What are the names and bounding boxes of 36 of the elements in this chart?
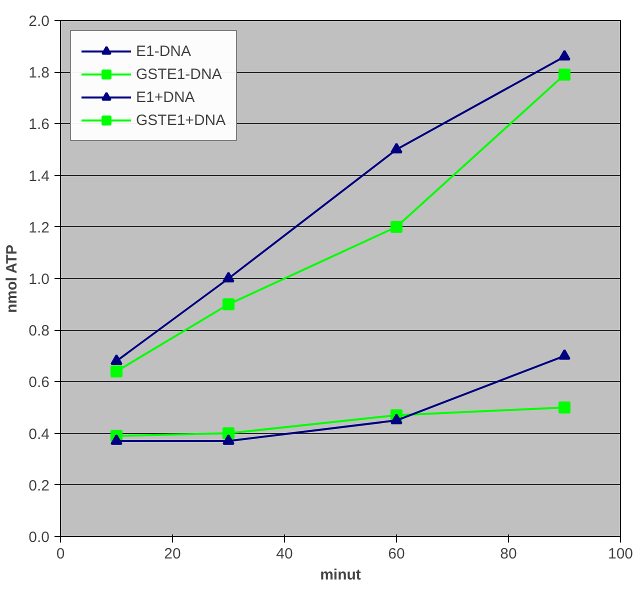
y-tick-label: 1.6 (28, 116, 50, 134)
legend-label: E1+DNA (136, 88, 195, 106)
x-tick-label: 0 (56, 546, 65, 562)
point (390, 142, 402, 154)
legend-label: E1-DNA (136, 42, 192, 60)
point (222, 272, 234, 282)
point (222, 298, 234, 310)
y-tick-label: 0.4 (28, 426, 50, 443)
x-tick-label: 60 (388, 546, 405, 562)
y-tick-label: 0.2 (28, 477, 50, 494)
point (558, 349, 570, 360)
x-tick-label: 80 (500, 546, 517, 562)
legend-label: GSTE1-DNA (136, 66, 222, 82)
legend-label: GSTE1+DNA (136, 112, 226, 128)
point (390, 414, 402, 424)
x-tick-label: 20 (164, 546, 181, 562)
x-axis-title: minut (320, 566, 361, 584)
point (110, 365, 122, 378)
y-tick-label: 1.0 (28, 271, 50, 288)
point (558, 402, 570, 414)
x-tick-label: 40 (276, 546, 293, 562)
point (110, 354, 122, 365)
y-tick-label: 0.8 (28, 322, 50, 340)
y-tick-label: 1.2 (28, 219, 50, 236)
y-tick-label: 1.4 (28, 168, 50, 185)
x-tick-label: 100 (608, 546, 634, 562)
y-tick-label: 2.0 (28, 13, 50, 30)
y-axis-title: nmol ATP (4, 244, 21, 313)
y-tick-label: 0.6 (28, 374, 50, 392)
point (390, 220, 402, 233)
point (558, 68, 570, 81)
y-tick-label: 0.0 (28, 529, 50, 546)
point (558, 50, 570, 61)
y-tick-label: 1.8 (28, 64, 50, 82)
point (222, 434, 234, 445)
point (110, 434, 122, 445)
